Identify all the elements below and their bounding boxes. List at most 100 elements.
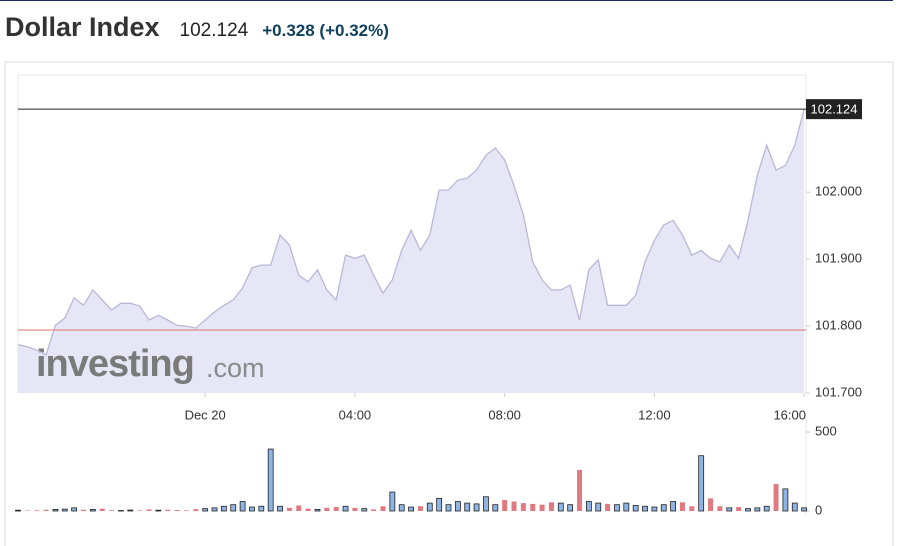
volume-bar xyxy=(445,504,452,512)
volume-bar xyxy=(118,510,124,512)
volume-bar xyxy=(165,509,171,511)
volume-bar xyxy=(352,507,358,511)
volume-bar xyxy=(502,499,508,511)
volume-bar xyxy=(670,501,677,512)
volume-bar xyxy=(426,502,433,512)
volume-bar xyxy=(15,509,21,512)
price-change: +0.328 (+0.32%) xyxy=(262,21,389,40)
volume-bar xyxy=(679,502,685,511)
volume-bar xyxy=(595,502,602,512)
volume-bar xyxy=(763,505,770,512)
volume-bar xyxy=(492,504,499,512)
volume-bar xyxy=(81,509,87,511)
watermark-domain: .com xyxy=(206,353,265,383)
volume-bar xyxy=(296,505,302,511)
volume-bar xyxy=(791,502,798,512)
volume-bar xyxy=(408,506,414,512)
volume-bar xyxy=(24,510,30,512)
volume-bar xyxy=(539,504,545,511)
top-border xyxy=(0,0,893,1)
volume-bar xyxy=(754,507,761,512)
volume-bar xyxy=(464,502,471,512)
volume-bar xyxy=(380,506,386,511)
y-tick-label: 101.800 xyxy=(815,317,862,332)
volume-bar xyxy=(61,508,68,512)
instrument-title: Dollar Index xyxy=(5,12,160,42)
volume-bar xyxy=(155,509,162,512)
volume-bar xyxy=(361,508,368,512)
volume-bar xyxy=(333,507,339,511)
watermark-brand: investing xyxy=(36,343,194,385)
volume-bar xyxy=(660,504,667,512)
x-tick-label: 08:00 xyxy=(488,407,521,422)
volume-bar xyxy=(230,504,237,512)
header: Dollar Index 102.124 +0.328 (+0.32%) xyxy=(5,12,389,43)
volume-bar xyxy=(473,503,480,512)
x-tick-label: 16:00 xyxy=(773,407,806,422)
volume-bar xyxy=(642,505,648,512)
volume-bar xyxy=(71,507,78,512)
volume-bar xyxy=(99,508,105,511)
volume-bar xyxy=(689,506,695,511)
volume-bar xyxy=(127,509,134,512)
watermark: investing .com xyxy=(36,343,265,385)
volume-bar xyxy=(651,506,658,512)
y-tick-label: 101.900 xyxy=(815,251,862,266)
price-area xyxy=(18,109,805,393)
last-price-box xyxy=(806,99,862,120)
volume-bar xyxy=(417,506,423,511)
volume-bar xyxy=(109,510,115,511)
volume-bar xyxy=(342,505,349,512)
volume-bar xyxy=(202,508,209,512)
volume-bar xyxy=(801,507,808,512)
volume-bar xyxy=(717,506,723,511)
y2-tick-label: 0 xyxy=(815,502,822,517)
volume-bar xyxy=(52,509,59,512)
last-price: 102.124 xyxy=(179,20,249,41)
volume-bar xyxy=(632,505,639,512)
volume-bar xyxy=(314,509,321,512)
volume-bar xyxy=(89,509,96,512)
volume-bar xyxy=(614,504,620,512)
volume-bar xyxy=(286,507,292,511)
volume-bar xyxy=(371,509,377,511)
volume-bar xyxy=(567,504,574,512)
volume-bar xyxy=(773,484,779,511)
last-price-label: 102.124 xyxy=(811,102,858,117)
volume-bar xyxy=(745,508,751,512)
volume-bar xyxy=(511,501,517,511)
volume-bar xyxy=(454,501,461,512)
x-tick-label: 12:00 xyxy=(638,407,671,422)
volume-bar xyxy=(183,510,189,511)
volume-bar xyxy=(174,510,180,511)
volume-bar xyxy=(239,501,246,512)
volume-bar xyxy=(258,505,265,512)
volume-bar xyxy=(193,509,199,511)
volume-bar xyxy=(530,503,536,511)
volume-bar xyxy=(43,509,49,511)
volume-bar xyxy=(211,507,218,512)
volume-bar xyxy=(708,498,714,511)
volume-bar xyxy=(436,497,443,512)
volume-bar xyxy=(267,448,274,512)
price-line xyxy=(17,108,805,356)
x-tick-label: 04:00 xyxy=(339,407,372,422)
volume-bar xyxy=(398,504,405,512)
volume-bar xyxy=(736,507,742,511)
volume-bar xyxy=(623,502,630,512)
volume-bar xyxy=(605,503,611,511)
volume-bar xyxy=(557,502,564,512)
volume-bar xyxy=(146,509,152,511)
y-tick-label: 101.700 xyxy=(815,384,862,399)
volume-bar xyxy=(520,503,526,511)
volume-bar xyxy=(389,491,396,512)
volume-bar xyxy=(220,505,227,512)
volume-bar xyxy=(137,510,143,511)
y2-tick-label: 500 xyxy=(815,423,837,438)
volume-bar xyxy=(249,506,255,512)
x-tick-label: Dec 20 xyxy=(185,407,226,422)
volume-bar xyxy=(305,508,311,511)
volume-bar xyxy=(698,455,705,512)
